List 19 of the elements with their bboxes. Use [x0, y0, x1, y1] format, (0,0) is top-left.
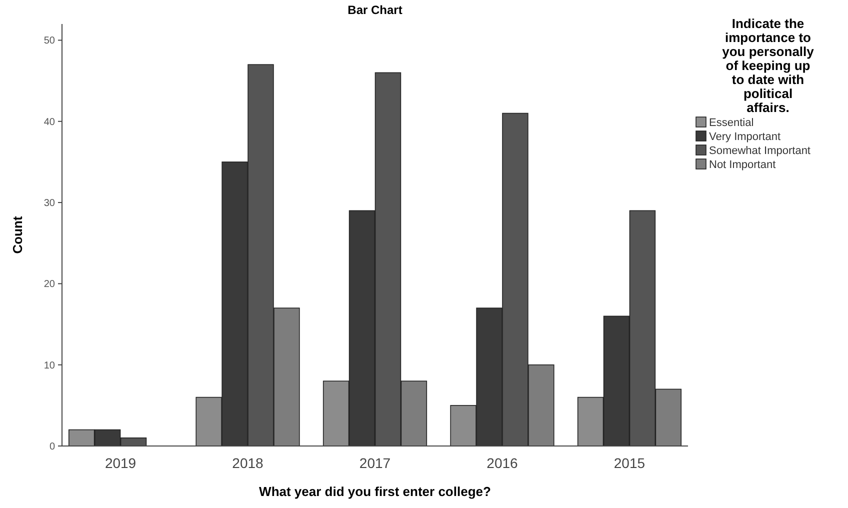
legend-title: Indicate the importance to you personally of keeping up to date with political affairs. — [722, 16, 815, 115]
legend-label: Essential — [709, 117, 754, 129]
y-tick-label: 10 — [44, 360, 56, 372]
legend-label: Not Important — [709, 159, 776, 171]
legend-label: Very Important — [709, 131, 781, 143]
chart-title: Bar Chart — [348, 3, 402, 17]
x-tick-label: 2015 — [614, 455, 646, 471]
x-tick-label: 2017 — [359, 455, 391, 471]
x-tick-label: 2019 — [104, 455, 136, 471]
y-tick-label: 40 — [44, 116, 56, 128]
y-tick-label: 50 — [44, 36, 56, 47]
x-tick-label: 2018 — [232, 455, 264, 471]
legend-label: Somewhat Important — [709, 145, 810, 157]
y-axis-title: Count — [10, 216, 25, 254]
y-tick-label: 0 — [49, 442, 56, 452]
y-tick-label: 30 — [44, 198, 56, 210]
y-tick-label: 20 — [44, 279, 56, 290]
x-tick-label: 2016 — [486, 455, 518, 471]
x-axis-title: What year did you first enter college? — [259, 484, 491, 499]
